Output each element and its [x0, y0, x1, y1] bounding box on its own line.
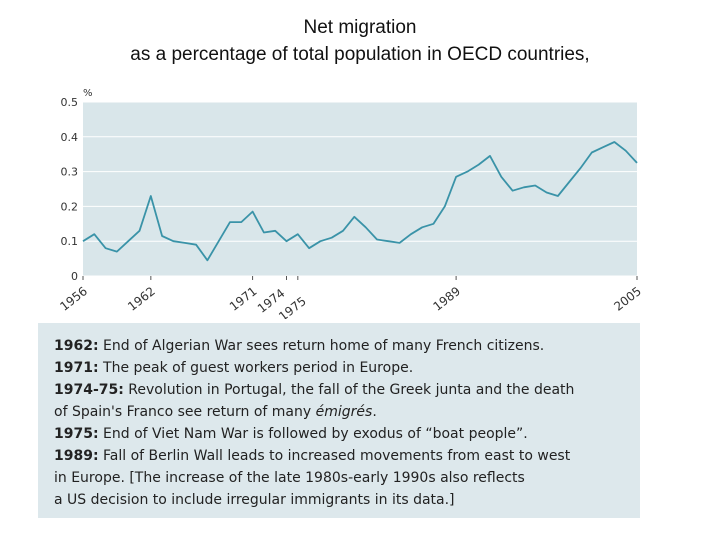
note-1989-continued: in Europe. [The increase of the late 198…: [54, 467, 640, 489]
x-tick-label: 1971: [227, 284, 260, 314]
note-year: 1971:: [54, 360, 99, 376]
y-tick-label: 0.4: [61, 131, 79, 144]
note-text: of Spain's Franco see return of many: [54, 404, 316, 420]
y-tick-label: 0: [71, 270, 78, 283]
note-text: Fall of Berlin Wall leads to increased m…: [98, 448, 571, 464]
note-italic: émigrés: [315, 404, 373, 420]
note-text: The peak of guest workers period in Euro…: [98, 360, 414, 376]
x-tick-label: 1962: [125, 284, 158, 314]
note-year: 1974-75:: [54, 382, 124, 398]
y-tick-label: 0.3: [61, 166, 79, 179]
plot-area: [83, 102, 637, 276]
note-year: 1962:: [54, 338, 99, 354]
y-tick-label: 0.5: [61, 96, 79, 109]
chart-title: Net migration as a percentage of total p…: [0, 14, 720, 68]
x-tick-label: 1956: [57, 284, 90, 314]
title-line-2: as a percentage of total population in O…: [130, 44, 590, 65]
note-1989: 1989: Fall of Berlin Wall leads to incre…: [54, 445, 640, 467]
series-line: [82, 141, 638, 262]
note-1974-75-continued: of Spain's Franco see return of many émi…: [54, 401, 640, 423]
note-1975: 1975: End of Viet Nam War is followed by…: [54, 423, 640, 445]
title-line-1: Net migration: [303, 17, 417, 38]
x-tick-label: 1989: [430, 284, 463, 314]
annotation-box: 1962: End of Algerian War sees return ho…: [38, 323, 640, 518]
note-text: End of Viet Nam War is followed by exodu…: [98, 426, 528, 442]
y-axis-label: %: [83, 88, 93, 99]
note-1974-75: 1974-75: Revolution in Portugal, the fal…: [54, 379, 640, 401]
note-1962: 1962: End of Algerian War sees return ho…: [54, 335, 640, 357]
y-tick-label: 0.1: [61, 235, 79, 248]
note-text: Revolution in Portugal, the fall of the …: [123, 382, 575, 398]
note-text: End of Algerian War sees return home of …: [98, 338, 545, 354]
note-text: a US decision to include irregular immig…: [54, 492, 455, 508]
y-tick-label: 0.2: [61, 200, 79, 213]
x-tick-label: 2005: [611, 284, 644, 314]
note-1989-continued-2: a US decision to include irregular immig…: [54, 489, 640, 511]
note-year: 1975:: [54, 426, 99, 442]
note-year: 1989:: [54, 448, 99, 464]
note-1971: 1971: The peak of guest workers period i…: [54, 357, 640, 379]
note-text: in Europe. [The increase of the late 198…: [54, 470, 525, 486]
note-text: .: [372, 404, 377, 420]
